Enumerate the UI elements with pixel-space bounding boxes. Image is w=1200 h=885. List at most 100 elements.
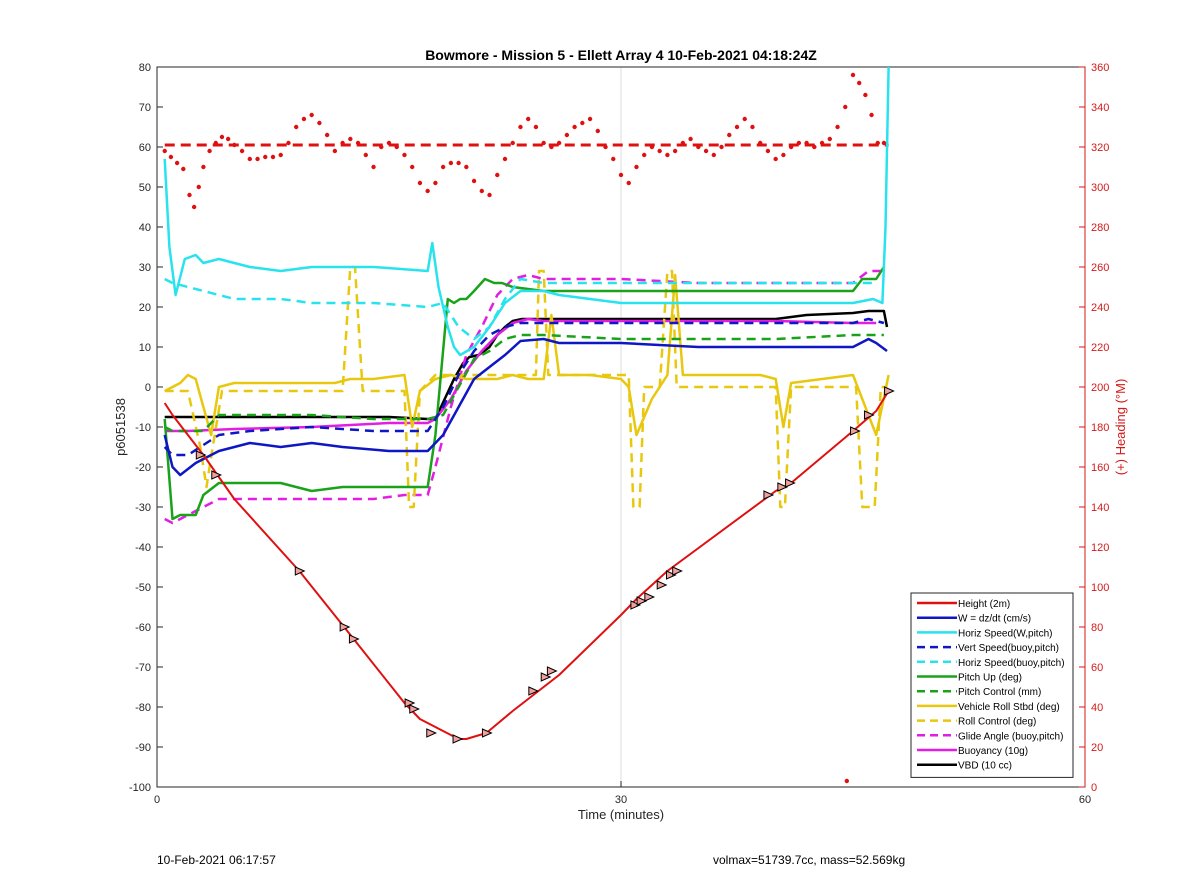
heading-dot [665, 152, 670, 158]
heading-dot [371, 164, 376, 170]
legend-entry-label: Roll Control (deg) [958, 717, 1036, 728]
heading-dot [796, 140, 802, 146]
y2-tick-label: 60 [1091, 662, 1103, 674]
legend-entry-label: Glide Angle (buoy,pitch) [958, 731, 1063, 742]
heading-dot [425, 188, 430, 194]
heading-dot [719, 144, 724, 150]
y-tick-label: -90 [135, 742, 151, 754]
y2-axis-label: (+) Heading (°M) [1113, 379, 1128, 476]
heading-dot [649, 144, 655, 150]
heading-dot [174, 160, 180, 166]
heading-dot [765, 148, 771, 154]
y2-tick-label: 140 [1091, 502, 1109, 514]
y-tick-label: -100 [129, 782, 151, 794]
heading-dot [247, 156, 252, 162]
heading-dot [440, 164, 446, 170]
y2-tick-label: 240 [1091, 302, 1109, 314]
y-tick-label: -30 [135, 502, 151, 514]
y-tick-label: -80 [135, 702, 151, 714]
height-marker [777, 482, 789, 492]
series-pitch-control-mm [164, 333, 884, 433]
height-marker [452, 734, 464, 744]
series-vehicle-roll-stbd-deg [164, 273, 890, 437]
height-marker [528, 686, 540, 696]
heading-dot [263, 154, 268, 160]
height-marker [785, 478, 796, 488]
heading-dot [773, 156, 778, 162]
heading-dot [487, 192, 492, 198]
height-marker [863, 410, 875, 420]
height-marker [339, 622, 351, 632]
heading-dot [696, 144, 701, 150]
heading-dot [187, 192, 192, 198]
y-tick-label: 60 [139, 142, 151, 154]
heading-dot [464, 164, 469, 170]
heading-dot [549, 144, 554, 150]
heading-dot [294, 124, 299, 130]
heading-dot [750, 124, 755, 130]
legend-box [910, 592, 1074, 778]
series-height-2m [163, 390, 890, 740]
y2-tick-label: 340 [1091, 102, 1109, 114]
y-tick-label: -10 [135, 422, 151, 434]
heading-dot [355, 140, 361, 146]
legend-entry-label: Height (2m) [958, 599, 1010, 610]
y-tick-label: -50 [135, 582, 151, 594]
heading-dot [526, 116, 531, 122]
heading-dot [804, 140, 809, 146]
heading-dot [495, 172, 500, 178]
heading-dot [657, 148, 662, 154]
x-tick-label: 30 [615, 794, 627, 806]
heading-dot [471, 178, 477, 184]
heading-dot [556, 140, 562, 146]
series-horiz-speed-buoy-pitch [164, 277, 877, 341]
axes: -100-90-80-70-60-50-40-30-20-10010203040… [129, 62, 1109, 806]
height-marker [540, 672, 552, 682]
series-pitch-up-deg [163, 266, 885, 521]
heading-dot [162, 148, 167, 154]
heading-dot [564, 132, 570, 138]
legend-entry-label: Vehicle Roll Stbd (deg) [958, 702, 1060, 713]
heading-dot [363, 152, 368, 158]
heading-dot [572, 124, 577, 130]
height-marker [546, 666, 558, 676]
height-marker [665, 570, 677, 580]
y2-tick-label: 200 [1091, 382, 1109, 394]
heading-dot [510, 140, 515, 146]
heading-dot [642, 152, 647, 158]
heading-dot [843, 104, 848, 110]
height-marker [211, 470, 223, 480]
heading-dot [502, 156, 508, 162]
y2-tick-label: 80 [1091, 622, 1103, 634]
heading-dot [181, 166, 186, 172]
legend-entry-label: Vert Speed(buoy,pitch) [958, 643, 1059, 654]
heading-dot [881, 140, 887, 146]
heading-dot [386, 140, 392, 146]
heading-dot [201, 164, 206, 170]
heading-dot [634, 164, 639, 170]
y-tick-label: 70 [139, 102, 151, 114]
height-marker [348, 634, 360, 644]
heading-dot [688, 136, 693, 142]
height-marker [481, 728, 493, 738]
heading-dot [626, 180, 631, 186]
heading-dot [863, 92, 868, 98]
heading-dot [518, 124, 523, 130]
height-marker [409, 704, 420, 714]
y-tick-label: 20 [139, 302, 151, 314]
heading-dot [819, 140, 825, 146]
heading-dot [711, 152, 716, 158]
y2-tick-label: 20 [1091, 742, 1103, 754]
y-tick-label: 0 [145, 382, 151, 394]
height-marker [763, 490, 775, 500]
series-horiz-speed-w-pitch [163, 66, 890, 357]
heading-dot [850, 72, 856, 78]
heading-dot [168, 154, 174, 160]
height-marker [630, 600, 642, 610]
height-marker [850, 426, 861, 436]
x-tick-label: 60 [1079, 794, 1091, 806]
y-tick-label: -60 [135, 622, 151, 634]
heading-dot [379, 144, 384, 150]
heading-dot [448, 160, 454, 166]
legend: Height (2m) W = dz/dt (cm/s) Horiz Speed(W… [910, 592, 1074, 778]
